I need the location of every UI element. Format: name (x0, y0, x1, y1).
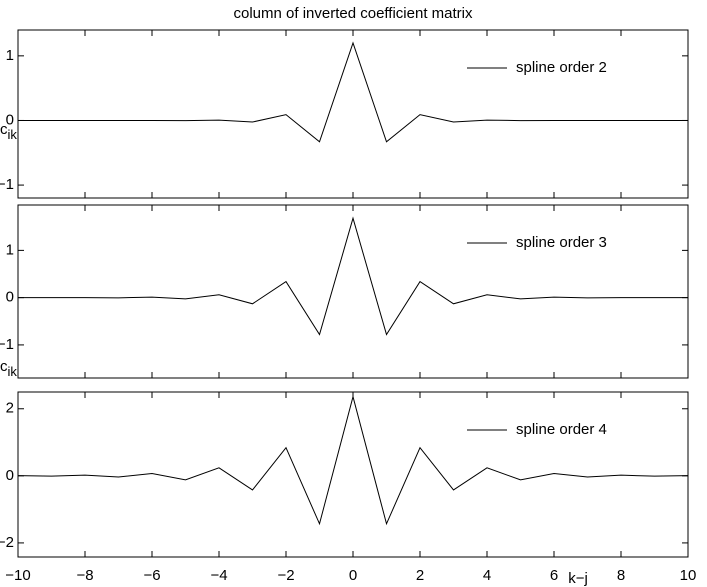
axes-box (17, 204, 689, 379)
x-tick-label: −10 (5, 567, 30, 584)
y-tick-label: 1 (6, 47, 14, 64)
axes-box (17, 391, 689, 558)
y-tick-label: 0 (6, 111, 14, 128)
y-tick-label: 0 (6, 289, 14, 306)
x-tick-label: −2 (277, 567, 294, 584)
y-axis-label: cik (0, 358, 17, 379)
x-tick-label: −8 (76, 567, 93, 584)
x-tick-label: 8 (617, 567, 625, 584)
y-axis-label-subscript: ik (8, 127, 18, 142)
series-line (18, 41, 688, 143)
x-tick-label: 10 (680, 567, 697, 584)
series-line (18, 216, 688, 336)
y-axis-label: cik (0, 121, 17, 142)
legend-label: spline order 2 (516, 59, 607, 76)
y-tick-label: 0 (6, 467, 14, 484)
axes-box (17, 29, 689, 199)
x-tick-label: −4 (210, 567, 227, 584)
y-tick-label: 1 (6, 241, 14, 258)
x-tick-label: 6 (550, 567, 558, 584)
legend-label: spline order 4 (516, 421, 607, 438)
x-tick-label: 2 (416, 567, 424, 584)
y-axis-label-main: c (0, 358, 8, 375)
x-tick-label: 0 (349, 567, 357, 584)
x-axis-label: k−j (568, 570, 588, 587)
y-axis-label-subscript: ik (8, 364, 18, 379)
x-tick-label: 4 (483, 567, 491, 584)
y-tick-label: 2 (6, 400, 14, 417)
legend-label: spline order 3 (516, 234, 607, 251)
y-tick-label: −1 (0, 336, 14, 353)
series-line (17, 394, 689, 526)
x-tick-label: −6 (143, 567, 160, 584)
y-tick-label: −2 (0, 534, 14, 551)
y-axis-label-main: c (0, 121, 8, 138)
chart-title: column of inverted coefficient matrix (234, 5, 473, 22)
y-tick-label: −1 (0, 176, 14, 193)
